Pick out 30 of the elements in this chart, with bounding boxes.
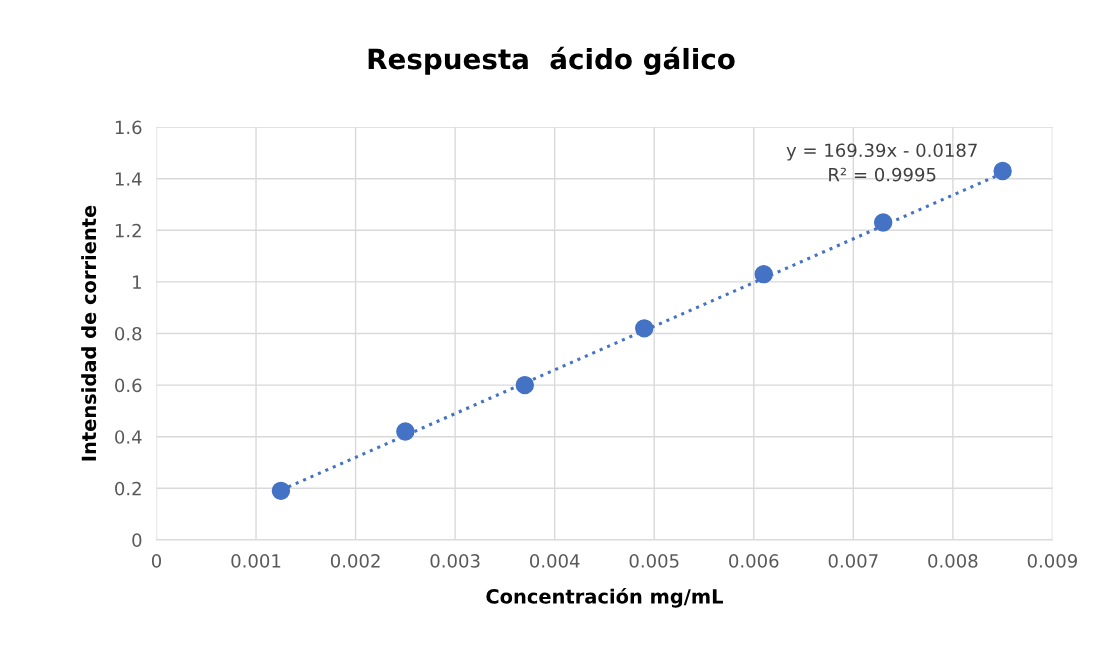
y-axis-title: Intensidad de corriente (81, 205, 97, 461)
chart-title: Respuesta ácido gálico (368, 46, 735, 76)
y-tick-label: 0.4 (115, 430, 142, 444)
y-tick-label: 1.6 (115, 120, 142, 135)
y-tick-label: 1.4 (115, 172, 142, 186)
point (515, 375, 535, 395)
point (873, 213, 893, 232)
point (754, 264, 773, 284)
x-tick-label: 0.005 (629, 554, 679, 568)
point (635, 319, 654, 338)
y-tick-label: 1.2 (115, 223, 141, 238)
x-tick-label: 0.007 (828, 554, 878, 568)
x-tick-label: 0.002 (330, 554, 380, 568)
point (396, 422, 415, 441)
x-tick-label: 0.004 (530, 554, 580, 568)
x-tick-label: 0.006 (729, 554, 779, 568)
x-tick-label: 0 (151, 554, 162, 568)
y-tick-label: 0.6 (115, 378, 142, 393)
point (993, 161, 1012, 181)
x-tick-label: 0.003 (430, 554, 480, 568)
y-tick-label: 1 (133, 275, 141, 289)
point (271, 481, 291, 501)
y-tick-label: 0.2 (115, 481, 141, 496)
x-tick-label: 0.009 (1027, 554, 1077, 568)
x-tick-label: 0.008 (928, 554, 978, 568)
annotation: y = 169.39x - 0.0187 R² = 0.9995 (786, 143, 977, 182)
y-tick-label: 0.8 (115, 326, 142, 341)
x-axis-title: Concentración mg/mL (486, 587, 723, 608)
x-tick-label: 0.001 (231, 554, 281, 568)
y-tick-label: 0 (132, 533, 142, 547)
